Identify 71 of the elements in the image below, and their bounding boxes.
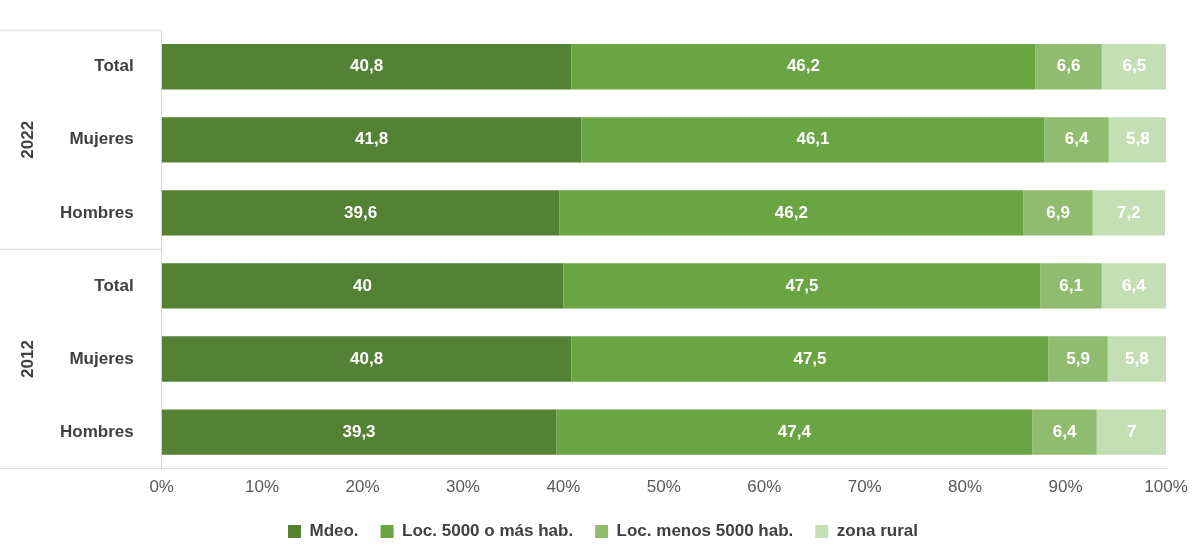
bar xyxy=(161,44,572,90)
bar xyxy=(1044,117,1109,163)
x-tick-label: 30% xyxy=(445,477,480,497)
data-label: 6,5 xyxy=(1122,56,1147,76)
bar xyxy=(571,44,1036,90)
bar xyxy=(1040,263,1102,309)
data-label: 47,5 xyxy=(793,348,827,368)
y-tick-label: Hombres xyxy=(60,421,134,441)
data-label: 6,4 xyxy=(1122,275,1147,295)
data-label: 5,8 xyxy=(1126,129,1150,149)
legend-label: Mdeo. xyxy=(309,521,359,541)
bar xyxy=(556,409,1033,455)
bar xyxy=(1101,263,1166,309)
x-tick-label: 40% xyxy=(546,477,581,497)
data-label: 40,8 xyxy=(350,348,384,368)
text: 2012 xyxy=(17,340,37,378)
bar xyxy=(161,190,560,236)
bar xyxy=(161,263,564,309)
data-label: 46,1 xyxy=(796,129,830,149)
legend-label: zona rural xyxy=(836,521,919,541)
bar xyxy=(563,263,1041,309)
bar xyxy=(1032,409,1097,455)
data-label: 6,6 xyxy=(1056,56,1081,76)
data-label: 6,4 xyxy=(1064,129,1089,149)
text: 2022 xyxy=(17,120,37,159)
data-label: 39,6 xyxy=(343,202,378,222)
data-label: 5,9 xyxy=(1066,348,1090,368)
data-label: 41,8 xyxy=(355,129,389,149)
bar xyxy=(581,117,1045,163)
y-tick-label: Mujeres xyxy=(69,348,134,368)
data-label: 7 xyxy=(1127,421,1137,441)
x-tick-label: 10% xyxy=(245,477,280,497)
x-tick-label: 90% xyxy=(1048,477,1083,497)
bar xyxy=(1048,336,1108,382)
x-tick-label: 0% xyxy=(149,477,174,497)
data-label: 6,1 xyxy=(1059,275,1083,295)
bar xyxy=(1107,336,1166,382)
x-tick-label: 100% xyxy=(1144,477,1188,497)
x-tick-label: 60% xyxy=(747,477,782,497)
x-tick-label: 70% xyxy=(847,477,882,497)
x-tick-label: 20% xyxy=(345,477,380,497)
bar xyxy=(161,117,582,163)
legend-label: Loc. 5000 o más hab. xyxy=(402,521,574,541)
bar xyxy=(161,409,557,455)
bar xyxy=(1096,409,1166,455)
data-label: 5,8 xyxy=(1125,348,1149,368)
bar xyxy=(1101,44,1166,90)
data-label: 6,4 xyxy=(1052,421,1077,441)
x-tick-label: 50% xyxy=(646,477,681,497)
y-tick-label: Hombres xyxy=(60,202,134,222)
data-label: 7,2 xyxy=(1117,202,1141,222)
y-tick-label: Mujeres xyxy=(69,129,134,149)
bar xyxy=(1108,117,1166,163)
data-label: 40 xyxy=(353,275,373,295)
data-label: 47,4 xyxy=(777,421,812,441)
y-tick-label: Total xyxy=(94,275,134,295)
data-label: 46,2 xyxy=(786,56,820,76)
data-label: 47,5 xyxy=(785,275,819,295)
bar xyxy=(559,190,1024,236)
bar xyxy=(1035,44,1102,90)
data-label: 40,8 xyxy=(350,56,384,76)
bar xyxy=(571,336,1049,382)
bar xyxy=(161,336,572,382)
x-tick-label: 80% xyxy=(948,477,983,497)
data-label: 39,3 xyxy=(342,421,376,441)
bar xyxy=(1023,190,1093,236)
bar xyxy=(1092,190,1165,236)
data-label: 6,9 xyxy=(1046,202,1070,222)
y-tick-label: Total xyxy=(94,56,134,76)
data-label: 46,2 xyxy=(774,202,808,222)
legend-label: Loc. menos 5000 hab. xyxy=(616,521,794,541)
